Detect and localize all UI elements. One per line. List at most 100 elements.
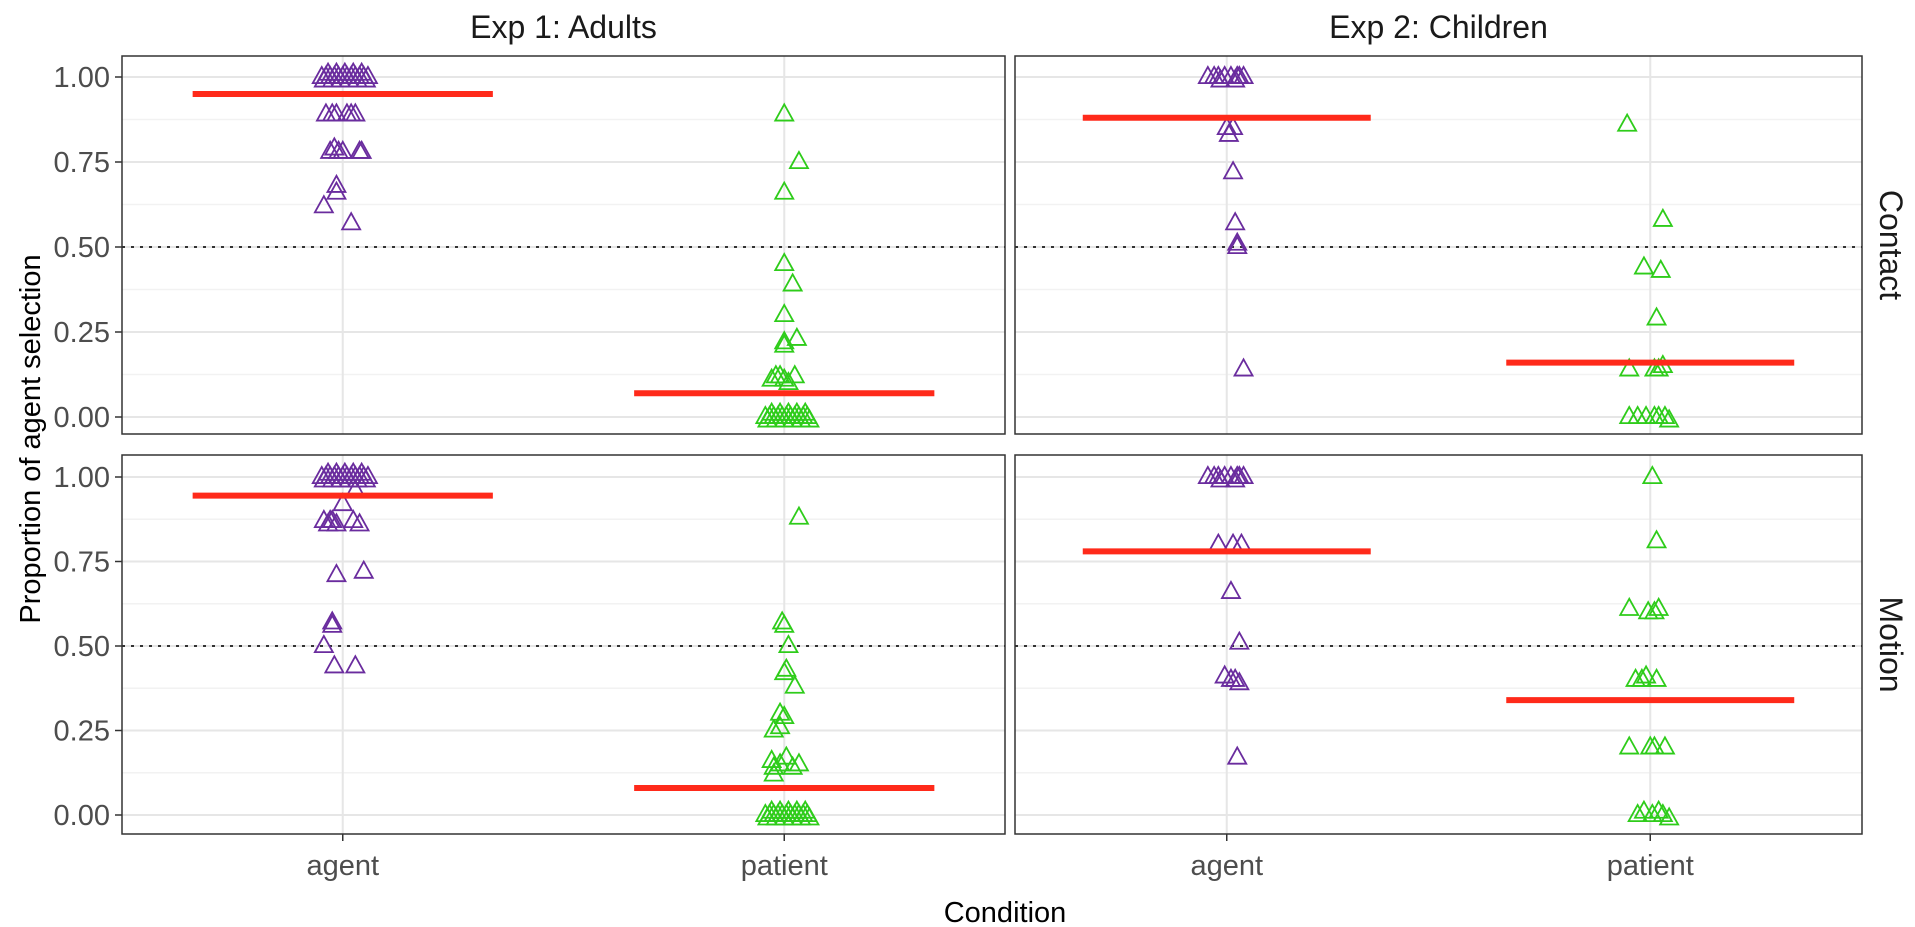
y-tick-label: 0.50: [54, 631, 110, 663]
agent-data-point: [1222, 160, 1244, 180]
agent-data-point: [313, 194, 335, 214]
y-tick-label: 1.00: [54, 462, 110, 494]
y-tick-label: 0.25: [54, 716, 110, 748]
row-strip-label: Contact: [1873, 190, 1909, 300]
agent-data-point: [325, 173, 347, 193]
patient-data-point: [1654, 405, 1676, 425]
agent-data-point: [1226, 231, 1248, 251]
agent-data-point: [1226, 65, 1248, 85]
agent-data-point: [340, 211, 362, 231]
agent-data-point: [351, 139, 373, 159]
x-tick-label: agent: [1190, 850, 1263, 882]
x-tick-label: patient: [741, 850, 828, 882]
agent-data-point: [1218, 122, 1240, 142]
column-strip-label: Exp 2: Children: [1329, 9, 1548, 45]
y-tick-label: 0.00: [54, 402, 110, 434]
agent-data-point: [321, 613, 343, 633]
patient-data-point: [1616, 112, 1638, 132]
patient-data-point: [1646, 667, 1668, 687]
patient-data-point: [1646, 529, 1668, 549]
patient-data-point: [788, 752, 810, 772]
agent-data-point: [1226, 745, 1248, 765]
patient-data-point: [1627, 803, 1649, 823]
patient-data-point: [1633, 799, 1655, 819]
panel-1-1: [1014, 454, 1863, 835]
agent-data-point: [344, 102, 366, 122]
agent-data-point: [351, 61, 373, 81]
patient-data-point: [1648, 596, 1670, 616]
panel-border: [1014, 454, 1863, 835]
patient-data-point: [794, 799, 816, 819]
patient-data-point: [769, 701, 791, 721]
agent-data-point: [1224, 211, 1246, 231]
agent-data-point: [351, 461, 373, 481]
patient-data-point: [773, 180, 795, 200]
panel-border: [121, 55, 1006, 435]
patient-data-point: [1654, 735, 1676, 755]
agent-data-point: [323, 136, 345, 156]
x-tick-label: agent: [306, 850, 379, 882]
agent-data-point: [325, 512, 347, 532]
agent-data-point: [1220, 580, 1242, 599]
y-tick-label: 0.50: [54, 232, 110, 264]
y-tick-label: 0.75: [54, 547, 110, 579]
patient-data-point: [763, 718, 785, 738]
panel-0-1: [121, 454, 1006, 835]
y-tick-label: 1.00: [54, 62, 110, 94]
patient-data-point: [1641, 465, 1663, 485]
panel-background: [1015, 56, 1862, 434]
x-tick-label: patient: [1607, 850, 1694, 882]
patient-data-point: [1618, 735, 1640, 755]
patient-data-point: [1643, 600, 1665, 620]
y-axis-title: Proportion of agent selection: [15, 254, 47, 623]
axes-layer: 0.00 0.25 0.50 0.75 1.00 0.00 0.25 0.50 0.75 1.00…: [54, 62, 1694, 882]
patient-data-point: [769, 364, 791, 384]
agent-data-point: [319, 509, 341, 528]
panel-background: [122, 455, 1005, 834]
agent-data-point: [1233, 357, 1255, 377]
patient-data-point: [782, 272, 804, 292]
panel-background: [1015, 455, 1862, 834]
agent-data-point: [323, 654, 345, 674]
agent-data-point: [1228, 630, 1250, 650]
patient-data-point: [1633, 255, 1655, 275]
patient-data-point: [1648, 357, 1670, 377]
panels-layer: [121, 55, 1863, 835]
agent-data-point: [1228, 671, 1250, 691]
agent-data-point: [344, 654, 366, 674]
agent-data-point: [1226, 465, 1248, 485]
patient-data-point: [782, 755, 804, 775]
patient-data-point: [1648, 799, 1670, 819]
patient-data-point: [763, 755, 785, 775]
panel-1-0: [1014, 55, 1863, 435]
strip-labels-layer: Exp 1: Adults Exp 2: Children Contact Motio…: [470, 9, 1909, 693]
patient-data-point: [784, 364, 806, 384]
patient-data-point: [788, 150, 810, 170]
panel-border: [121, 454, 1006, 835]
patient-data-point: [1631, 667, 1653, 687]
patient-data-point: [761, 367, 783, 387]
agent-data-point: [1207, 465, 1229, 485]
patient-data-point: [773, 303, 795, 323]
agent-data-point: [1224, 667, 1246, 687]
patient-data-point: [1641, 803, 1663, 823]
patient-data-point: [1618, 357, 1640, 377]
patient-data-point: [763, 762, 785, 782]
panel-border: [1014, 55, 1863, 435]
patient-data-point: [773, 330, 795, 350]
agent-data-point: [1226, 235, 1248, 255]
patient-data-point: [773, 705, 795, 725]
patient-data-point: [788, 505, 810, 525]
patient-data-point: [794, 401, 816, 421]
patient-data-point: [784, 674, 806, 694]
patient-data-point: [1658, 806, 1680, 826]
patient-data-point: [1635, 664, 1657, 684]
row-strip-label: Motion: [1873, 596, 1909, 692]
agent-data-point: [325, 180, 347, 200]
patient-data-point: [769, 752, 791, 772]
patient-data-point: [777, 634, 799, 654]
patient-data-point: [777, 371, 799, 391]
panel-0-0: [121, 55, 1006, 435]
patient-data-point: [1618, 596, 1640, 616]
